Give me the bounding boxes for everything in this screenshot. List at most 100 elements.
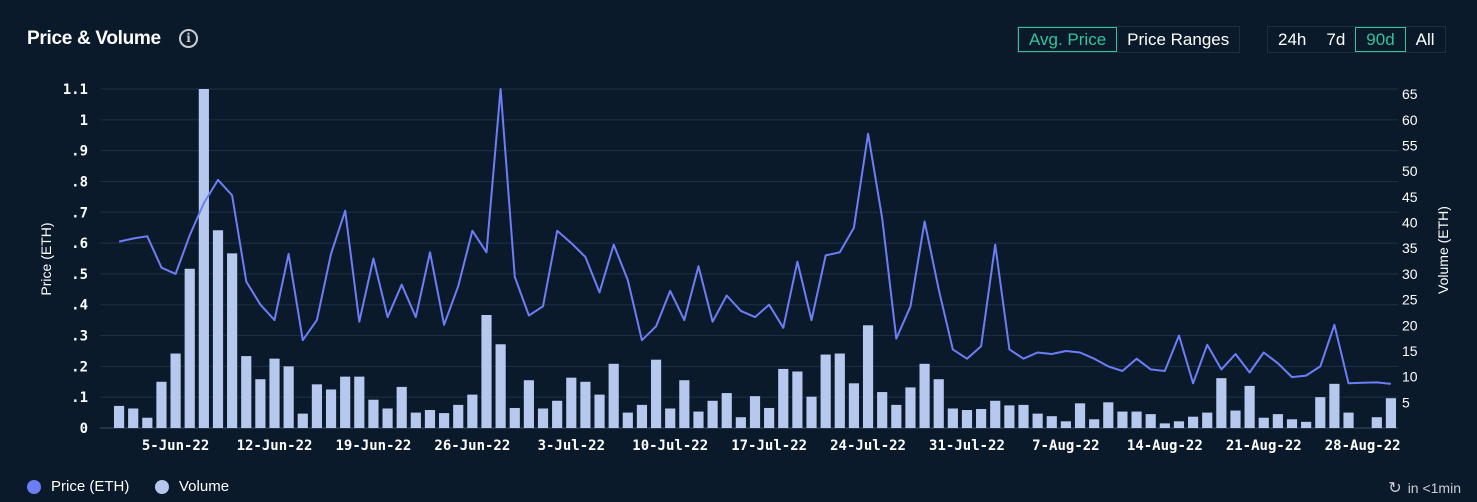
volume-bar	[580, 381, 591, 428]
right-tick-label: 5	[1402, 394, 1410, 410]
volume-bar	[227, 253, 238, 428]
left-tick-label: 0	[80, 421, 88, 437]
volume-bar	[905, 387, 916, 428]
x-tick-label: 31-Jul-22	[929, 438, 1005, 454]
legend-price[interactable]: Price (ETH)	[27, 478, 129, 495]
volume-bar	[509, 407, 520, 428]
range-90d-button[interactable]: 90d	[1355, 27, 1406, 52]
left-tick-label: .8	[71, 174, 88, 190]
left-tick-label: .1	[71, 390, 88, 406]
range-all-button[interactable]: All	[1415, 30, 1435, 49]
right-tick-label: 45	[1402, 189, 1418, 205]
price-volume-chart: 0 .1 .2 .3 .4 .5 .6 .7 .8 .9 1 1.1 5 10 15 20 25 30 35 40 4…	[38, 82, 1451, 454]
volume-bar	[382, 408, 393, 428]
volume-bar	[1371, 417, 1382, 428]
volume-bar	[212, 230, 224, 428]
volume-bar	[552, 400, 563, 428]
range-7d-button[interactable]: 7d	[1326, 30, 1346, 49]
volume-bar	[919, 363, 930, 428]
volume-bar	[594, 394, 605, 428]
price-legend-marker	[27, 479, 41, 494]
x-tick-label: 10-Jul-22	[632, 438, 708, 454]
volume-bar	[1343, 412, 1354, 428]
chart-title: Price & Volume	[27, 28, 161, 49]
volume-bars	[113, 89, 1397, 428]
right-tick-label: 15	[1402, 343, 1418, 359]
refresh-status: ↻ in <1min	[1388, 478, 1461, 498]
price-line	[118, 88, 1392, 385]
left-tick-label: .4	[71, 298, 88, 314]
volume-bar	[693, 411, 704, 428]
volume-bar	[707, 400, 718, 428]
volume-bar	[467, 394, 478, 428]
volume-bar	[764, 407, 775, 428]
volume-bar	[1103, 402, 1114, 428]
volume-bar	[523, 380, 534, 428]
volume-bar	[608, 363, 619, 428]
left-axis-ticks: 0 .1 .2 .3 .4 .5 .6 .7 .8 .9 1 1.1	[63, 82, 88, 437]
volume-bar	[255, 379, 266, 428]
right-tick-label: 25	[1402, 292, 1418, 308]
volume-bar	[679, 380, 690, 428]
volume-bar	[1286, 419, 1298, 428]
x-tick-label: 5-Jun-22	[142, 438, 209, 454]
left-axis-label: Price (ETH)	[38, 222, 54, 295]
metric-toggle: Avg. Price Price Ranges	[1017, 26, 1241, 53]
volume-bar	[1089, 419, 1100, 428]
volume-bar	[976, 408, 987, 428]
volume-bar	[1117, 411, 1128, 428]
right-tick-label: 60	[1402, 112, 1418, 128]
volume-bar	[990, 400, 1001, 428]
volume-bar	[1032, 413, 1043, 428]
volume-bar	[396, 386, 407, 428]
volume-bar	[142, 417, 153, 428]
left-tick-label: .7	[71, 205, 88, 221]
volume-bar	[1159, 423, 1170, 428]
volume-bar	[877, 392, 888, 428]
range-24h-button[interactable]: 24h	[1278, 30, 1307, 49]
volume-bar	[283, 366, 294, 428]
x-axis-ticks: 5-Jun-22 12-Jun-22 19-Jun-22 26-Jun-22 3-Jul…	[142, 438, 1401, 454]
right-tick-label: 50	[1402, 163, 1418, 179]
volume-bar	[269, 358, 280, 428]
right-tick-label: 35	[1402, 240, 1418, 256]
x-tick-label: 17-Jul-22	[731, 438, 807, 454]
left-tick-label: .2	[71, 359, 88, 375]
left-tick-label: .5	[71, 267, 88, 283]
avg-price-button[interactable]: Avg. Price	[1018, 27, 1118, 52]
right-tick-label: 65	[1402, 86, 1418, 102]
volume-bar	[1202, 412, 1213, 428]
volume-bar	[961, 410, 973, 428]
volume-bar	[241, 356, 252, 428]
volume-bar	[749, 396, 761, 428]
volume-bar	[862, 325, 874, 428]
volume-bar	[1385, 398, 1397, 428]
volume-bar	[424, 410, 436, 428]
price-ranges-button[interactable]: Price Ranges	[1127, 30, 1230, 49]
right-tick-label: 40	[1402, 215, 1418, 231]
left-tick-label: 1.1	[63, 82, 88, 98]
right-axis-ticks: 5 10 15 20 25 30 35 40 45 50 55 60 65	[1402, 86, 1418, 410]
x-tick-label: 19-Jun-22	[336, 438, 412, 454]
legend-volume[interactable]: Volume	[155, 478, 229, 495]
volume-bar	[1216, 378, 1227, 428]
grid-lines	[100, 88, 1398, 429]
volume-bar	[311, 384, 322, 428]
volume-bar	[1131, 411, 1142, 428]
volume-bar	[156, 381, 167, 428]
volume-bar	[1188, 416, 1199, 428]
right-axis-label: Volume (ETH)	[1435, 206, 1451, 294]
volume-bar	[933, 379, 944, 428]
volume-bar	[636, 404, 648, 428]
volume-bar	[650, 359, 662, 428]
right-tick-label: 10	[1402, 369, 1418, 385]
info-icon[interactable]: i	[179, 29, 198, 48]
volume-bar	[439, 413, 450, 428]
volume-bar	[297, 413, 308, 428]
x-tick-label: 7-Aug-22	[1032, 438, 1099, 454]
volume-bar	[1329, 383, 1340, 428]
volume-bar	[735, 417, 746, 428]
x-tick-label: 12-Jun-22	[237, 438, 313, 454]
volume-bar	[495, 344, 506, 428]
volume-bar	[891, 404, 902, 428]
